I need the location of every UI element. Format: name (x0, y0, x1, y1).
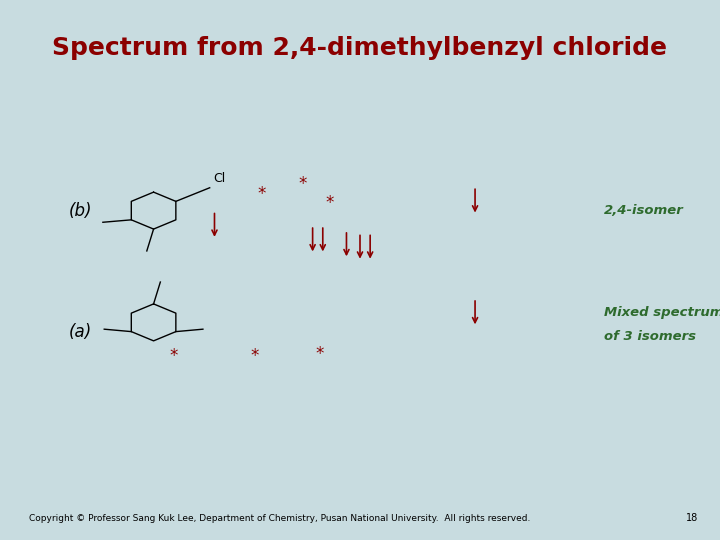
Text: Copyright © Professor Sang Kuk Lee, Department of Chemistry, Pusan National Univ: Copyright © Professor Sang Kuk Lee, Depa… (29, 514, 530, 523)
Text: *: * (258, 185, 266, 202)
Text: 18: 18 (686, 514, 698, 523)
Text: (b): (b) (69, 201, 92, 220)
Text: Spectrum from 2,4-dimethylbenzyl chloride: Spectrum from 2,4-dimethylbenzyl chlorid… (53, 36, 667, 59)
Text: *: * (251, 347, 259, 366)
Text: 2,4-isomer: 2,4-isomer (603, 204, 683, 217)
Text: *: * (315, 345, 323, 363)
Text: Mixed spectrum: Mixed spectrum (603, 306, 720, 319)
Text: *: * (325, 194, 334, 212)
Text: (a): (a) (69, 323, 92, 341)
Text: Cl: Cl (213, 172, 225, 185)
Text: *: * (298, 175, 307, 193)
Text: of 3 isomers: of 3 isomers (603, 330, 696, 343)
Text: *: * (170, 347, 178, 366)
